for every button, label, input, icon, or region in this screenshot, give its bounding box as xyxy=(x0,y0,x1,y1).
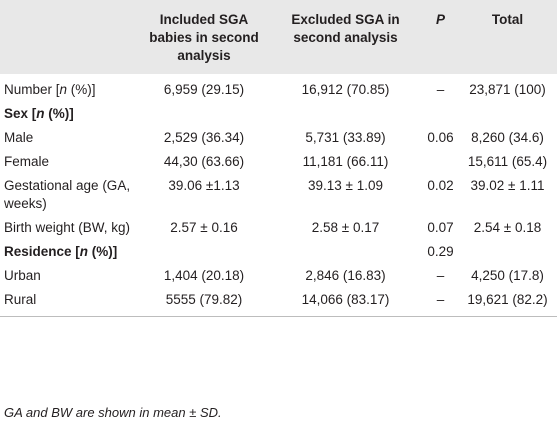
row-label-suffix: (%)] xyxy=(88,244,118,259)
cell-excluded: 2.58 ± 0.17 xyxy=(311,220,380,235)
row-label-italic: n xyxy=(59,82,68,97)
cell-p xyxy=(423,102,458,126)
cell-excluded: 14,066 (83.17) xyxy=(268,288,423,317)
table-row-number: Number [n (%)] 6,959 (29.15) 16,912 (70.… xyxy=(0,74,557,102)
cell-included xyxy=(140,240,268,264)
row-label-text: Urban xyxy=(4,268,41,283)
header-included-sga: Included SGA babies in second analysis xyxy=(149,12,259,63)
cell-p xyxy=(423,150,458,174)
cell-p: – xyxy=(436,82,445,97)
row-label-text: Residence [ xyxy=(4,244,80,259)
cell-total: 39.02 ± 1.11 xyxy=(470,178,545,193)
row-label: Birth weight (BW, kg) xyxy=(0,216,140,240)
cell-included xyxy=(140,102,268,126)
cell-total: 23,871 (100) xyxy=(469,82,546,97)
header-label-column xyxy=(0,0,140,74)
row-label: Male xyxy=(0,126,140,150)
cell-p: – xyxy=(436,268,445,283)
header-total: Total xyxy=(491,12,524,27)
row-label-italic: n xyxy=(79,244,89,259)
cell-included: 44,30 (63.66) xyxy=(163,154,245,169)
cell-total: 15,611 (65.4) xyxy=(467,154,548,169)
cell-included: 2.57 ± 0.16 xyxy=(170,220,238,235)
cell-excluded xyxy=(268,240,423,264)
cell-total: 19,621 (82.2) xyxy=(458,288,557,317)
row-label-text: Female xyxy=(4,154,50,169)
cell-total xyxy=(458,240,557,264)
row-label: Number [n (%)] xyxy=(0,74,140,102)
row-label: Gestational age (GA, weeks) xyxy=(0,174,140,216)
table-row-urban: Urban 1,404 (20.18) 2,846 (16.83) – 4,25… xyxy=(0,264,557,288)
table-body: Number [n (%)] 6,959 (29.15) 16,912 (70.… xyxy=(0,74,557,317)
cell-p: 0.06 xyxy=(427,130,454,145)
table-row-gestational-age: Gestational age (GA, weeks) 39.06 ±1.13 … xyxy=(0,174,557,216)
row-label: Residence [n (%)] xyxy=(0,240,140,264)
table-row-female: Female 44,30 (63.66) 11,181 (66.11) 15,6… xyxy=(0,150,557,174)
cell-p: 0.29 xyxy=(427,244,454,259)
row-label: Sex [n (%)] xyxy=(0,102,140,126)
table-row-male: Male 2,529 (36.34) 5,731 (33.89) 0.06 8,… xyxy=(0,126,557,150)
row-label: Urban xyxy=(0,264,140,288)
cell-p: 0.02 xyxy=(427,178,454,193)
header-excluded-sga: Excluded SGA in second analysis xyxy=(291,12,400,45)
header-row: Included SGA babies in second analysis E… xyxy=(0,0,557,74)
cell-included: 39.06 ±1.13 xyxy=(168,178,240,193)
header-p-value: P xyxy=(435,12,445,27)
row-label-text: Number [ xyxy=(4,82,60,97)
table-row-residence-section: Residence [n (%)] 0.29 xyxy=(0,240,557,264)
table-footnote: GA and BW are shown in mean ± SD. xyxy=(4,405,222,420)
row-label-text: Sex [ xyxy=(4,106,37,121)
row-label-suffix: (%)] xyxy=(67,82,96,97)
table-row-birth-weight: Birth weight (BW, kg) 2.57 ± 0.16 2.58 ±… xyxy=(0,216,557,240)
table-row-rural: Rural 5555 (79.82) 14,066 (83.17) – 19,6… xyxy=(0,288,557,317)
cell-excluded: 5,731 (33.89) xyxy=(305,130,386,145)
cell-total: 4,250 (17.8) xyxy=(471,268,544,283)
cell-included: 2,529 (36.34) xyxy=(163,130,245,145)
cell-excluded: 2,846 (16.83) xyxy=(305,268,386,283)
table-header: Included SGA babies in second analysis E… xyxy=(0,0,557,74)
row-label-text: Gestational age (GA, weeks) xyxy=(4,178,131,211)
row-label-text: Male xyxy=(4,130,34,145)
cell-total xyxy=(458,102,557,126)
cell-excluded: 16,912 (70.85) xyxy=(301,82,390,97)
data-table: Included SGA babies in second analysis E… xyxy=(0,0,557,317)
cell-p: – xyxy=(423,288,458,317)
cell-included: 5555 (79.82) xyxy=(140,288,268,317)
table-row-sex-section: Sex [n (%)] xyxy=(0,102,557,126)
cell-total: 8,260 (34.6) xyxy=(471,130,544,145)
row-label-text: Rural xyxy=(4,292,37,307)
cell-included: 6,959 (29.15) xyxy=(163,82,245,97)
cell-excluded: 39.13 ± 1.09 xyxy=(308,178,383,193)
row-label-italic: n xyxy=(36,106,45,121)
cell-excluded xyxy=(268,102,423,126)
cell-excluded: 11,181 (66.11) xyxy=(302,154,389,169)
cell-p: 0.07 xyxy=(427,220,454,235)
cell-total: 2.54 ± 0.18 xyxy=(473,220,542,235)
cell-included: 1,404 (20.18) xyxy=(163,268,245,283)
row-label-suffix: (%)] xyxy=(44,106,74,121)
row-label: Rural xyxy=(0,288,140,317)
row-label-text: Birth weight (BW, kg) xyxy=(4,220,131,235)
row-label: Female xyxy=(0,150,140,174)
